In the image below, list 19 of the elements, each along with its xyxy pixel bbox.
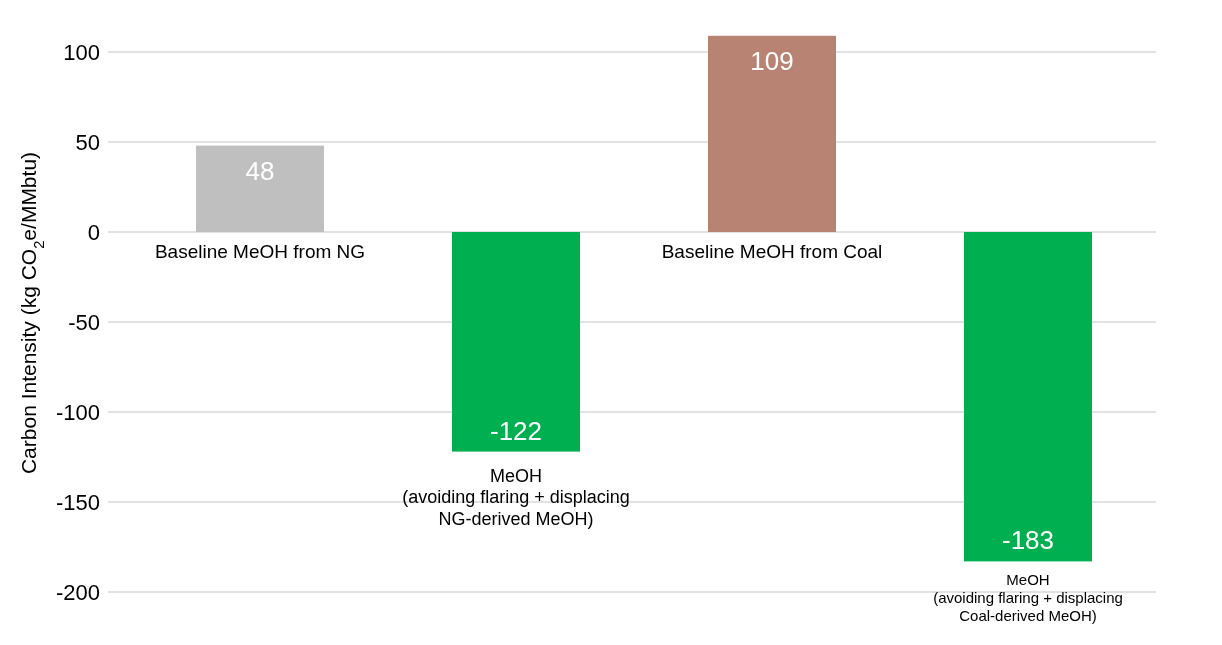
y-tick-label: 100	[63, 39, 100, 65]
data-label: 109	[750, 45, 794, 76]
x-tick-label: MeOH (avoiding flaring + displacing Coal-derived MeOH)	[933, 571, 1123, 625]
y-tick-label: 50	[75, 129, 100, 155]
y-tick-label: -150	[55, 489, 100, 515]
x-tick-label: Baseline MeOH from NG	[154, 241, 366, 262]
bar	[708, 35, 836, 232]
y-tick-label: 0	[87, 219, 100, 245]
y-tick-label: -100	[55, 399, 100, 425]
bar	[452, 232, 580, 452]
data-label: -122	[489, 415, 543, 446]
bar	[964, 232, 1092, 562]
x-tick-label: MeOH (avoiding flaring + displacing NG-derived MeOH)	[402, 465, 630, 529]
y-tick-label: -200	[55, 579, 100, 605]
data-label: -183	[1001, 525, 1055, 556]
x-tick-label: Baseline MeOH from Coal	[661, 241, 883, 262]
data-label: 48	[245, 155, 275, 186]
bar	[196, 145, 324, 232]
y-tick-label: -50	[68, 309, 100, 335]
